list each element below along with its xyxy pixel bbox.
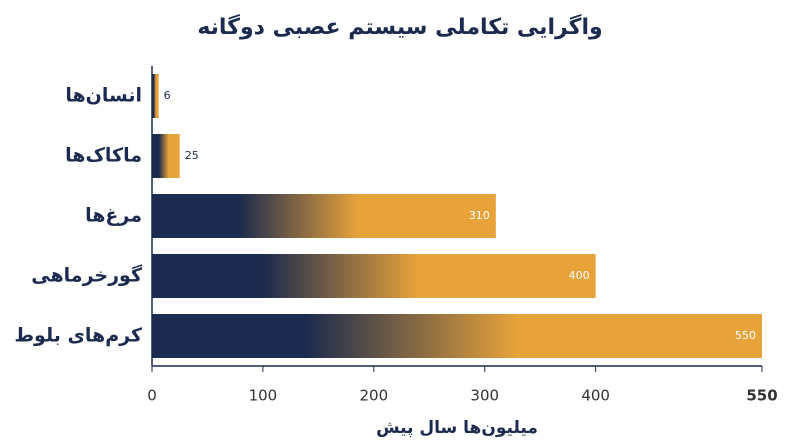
bar xyxy=(152,134,180,178)
value-label: 400 xyxy=(569,269,590,282)
chart-title: واگرایی تکاملی سیستم عصبی دوگانه xyxy=(197,13,602,40)
y-tick-label: انسان‌ها xyxy=(65,85,142,107)
value-label: 310 xyxy=(469,209,490,222)
y-tick-label: کرم‌های بلوط xyxy=(14,325,143,347)
x-axis-label: میلیون‌ها سال پیش xyxy=(376,418,538,438)
bar xyxy=(152,194,496,238)
bar xyxy=(152,314,762,358)
value-label: 25 xyxy=(185,149,199,162)
y-tick-label: گورخرماهی xyxy=(31,264,143,287)
value-label: 6 xyxy=(164,89,171,102)
x-tick-label: 0 xyxy=(147,387,157,405)
value-label: 550 xyxy=(735,329,756,342)
x-tick-label: 300 xyxy=(470,387,499,405)
bar xyxy=(152,74,159,118)
x-tick-label: 550 xyxy=(746,387,777,405)
bar xyxy=(152,254,596,298)
x-tick-label: 100 xyxy=(249,387,278,405)
y-tick-label: ماکاک‌ها xyxy=(65,145,142,167)
x-tick-label: 200 xyxy=(359,387,388,405)
x-tick-label: 400 xyxy=(581,387,610,405)
y-tick-label: مرغ‌ها xyxy=(85,205,142,227)
